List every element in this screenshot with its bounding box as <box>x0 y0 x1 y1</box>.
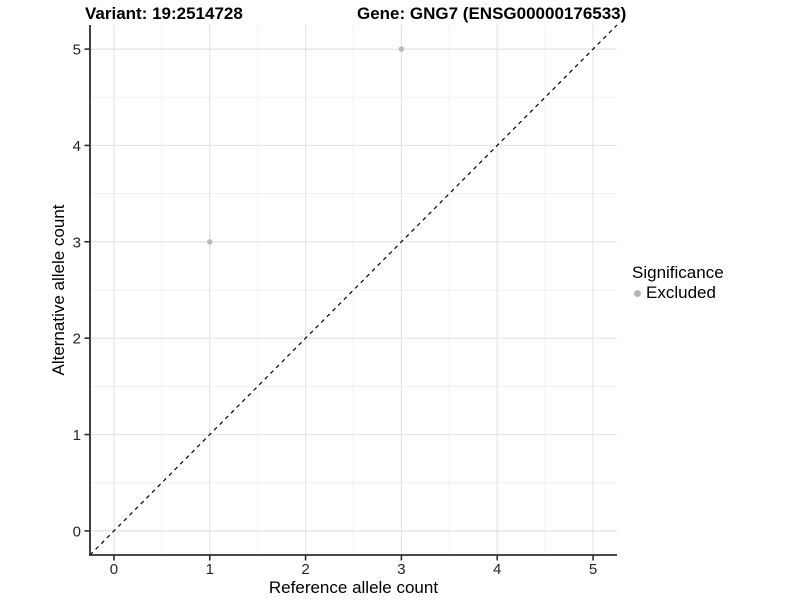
y-tick-label: 1 <box>73 427 81 444</box>
data-points <box>207 46 405 245</box>
y-tick-label: 4 <box>73 138 81 155</box>
x-tick-label: 5 <box>589 561 597 578</box>
legend: Significance Excluded <box>632 262 724 303</box>
y-axis-ticks: 0 1 2 3 4 5 <box>73 42 90 540</box>
data-point <box>398 46 405 52</box>
legend-item-excluded: Excluded <box>632 283 724 303</box>
legend-marker-circle-icon <box>634 289 641 297</box>
plot-title-variant: Variant: 19:2514728 <box>85 4 243 23</box>
y-tick-label: 5 <box>73 42 81 59</box>
axis-lines <box>89 25 617 556</box>
y-tick-label: 3 <box>73 234 81 251</box>
plot-title-gene: Gene: GNG7 (ENSG00000176533) <box>357 4 627 23</box>
x-tick-label: 4 <box>493 561 501 578</box>
x-tick-label: 3 <box>397 561 405 578</box>
gridlines-major <box>90 25 617 555</box>
x-tick-label: 2 <box>301 561 309 578</box>
y-tick-label: 0 <box>73 523 81 540</box>
gridlines-minor <box>90 25 617 555</box>
y-tick-label: 2 <box>73 331 81 348</box>
x-axis-title: Reference allele count <box>268 578 439 597</box>
x-tick-label: 1 <box>206 561 214 578</box>
y-axis-title: Alternative allele count <box>49 204 68 376</box>
x-tick-label: 0 <box>110 561 118 578</box>
x-axis-ticks: 0 1 2 3 4 5 <box>110 555 597 578</box>
data-point <box>207 239 213 245</box>
legend-title: Significance <box>632 263 724 282</box>
legend-item-label: Excluded <box>646 283 716 302</box>
